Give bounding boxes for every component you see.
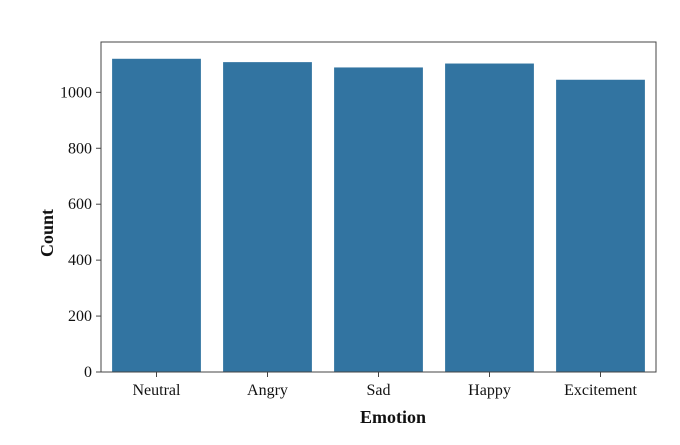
bars-layer [112, 58, 645, 373]
y-tick-label: 1000 [60, 84, 92, 101]
bar-happy [445, 63, 534, 372]
x-tick-label: Neutral [133, 382, 182, 399]
x-tick-label: Excitement [564, 382, 637, 399]
x-tick-label: Sad [367, 382, 391, 399]
y-axis-label: Count [37, 209, 57, 257]
y-tick-label: 600 [68, 196, 92, 213]
x-axis-label: Emotion [360, 407, 426, 427]
ticks-layer: Neutral Angry Sad Happy Excitement 0 200 400 600… [60, 84, 637, 399]
y-tick-label: 0 [84, 364, 92, 381]
y-tick-label: 400 [68, 252, 92, 269]
bar-neutral [112, 58, 201, 372]
bar-angry [223, 62, 312, 373]
bar-excitement [556, 79, 645, 372]
y-tick-label: 200 [68, 308, 92, 325]
x-tick-label: Angry [247, 382, 288, 399]
y-tick-label: 800 [68, 140, 92, 157]
bar-sad [334, 67, 423, 372]
x-tick-label: Happy [468, 382, 511, 399]
